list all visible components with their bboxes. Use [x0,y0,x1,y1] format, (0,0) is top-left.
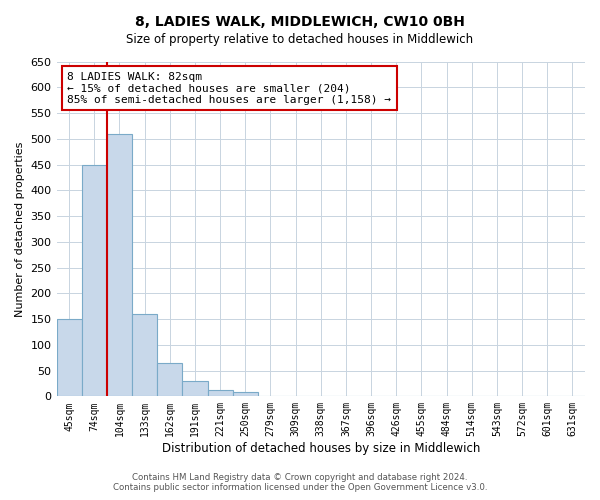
Bar [208,390,233,396]
Bar [82,164,107,396]
Text: Contains HM Land Registry data © Crown copyright and database right 2024.
Contai: Contains HM Land Registry data © Crown c… [113,473,487,492]
Bar [107,134,132,396]
Bar [56,319,82,396]
Bar [157,363,182,396]
Bar [132,314,157,396]
Y-axis label: Number of detached properties: Number of detached properties [15,141,25,316]
Text: Size of property relative to detached houses in Middlewich: Size of property relative to detached ho… [127,32,473,46]
Bar [182,381,208,396]
Text: 8, LADIES WALK, MIDDLEWICH, CW10 0BH: 8, LADIES WALK, MIDDLEWICH, CW10 0BH [135,15,465,29]
Bar [233,392,258,396]
X-axis label: Distribution of detached houses by size in Middlewich: Distribution of detached houses by size … [161,442,480,455]
Text: 8 LADIES WALK: 82sqm
← 15% of detached houses are smaller (204)
85% of semi-deta: 8 LADIES WALK: 82sqm ← 15% of detached h… [67,72,391,104]
